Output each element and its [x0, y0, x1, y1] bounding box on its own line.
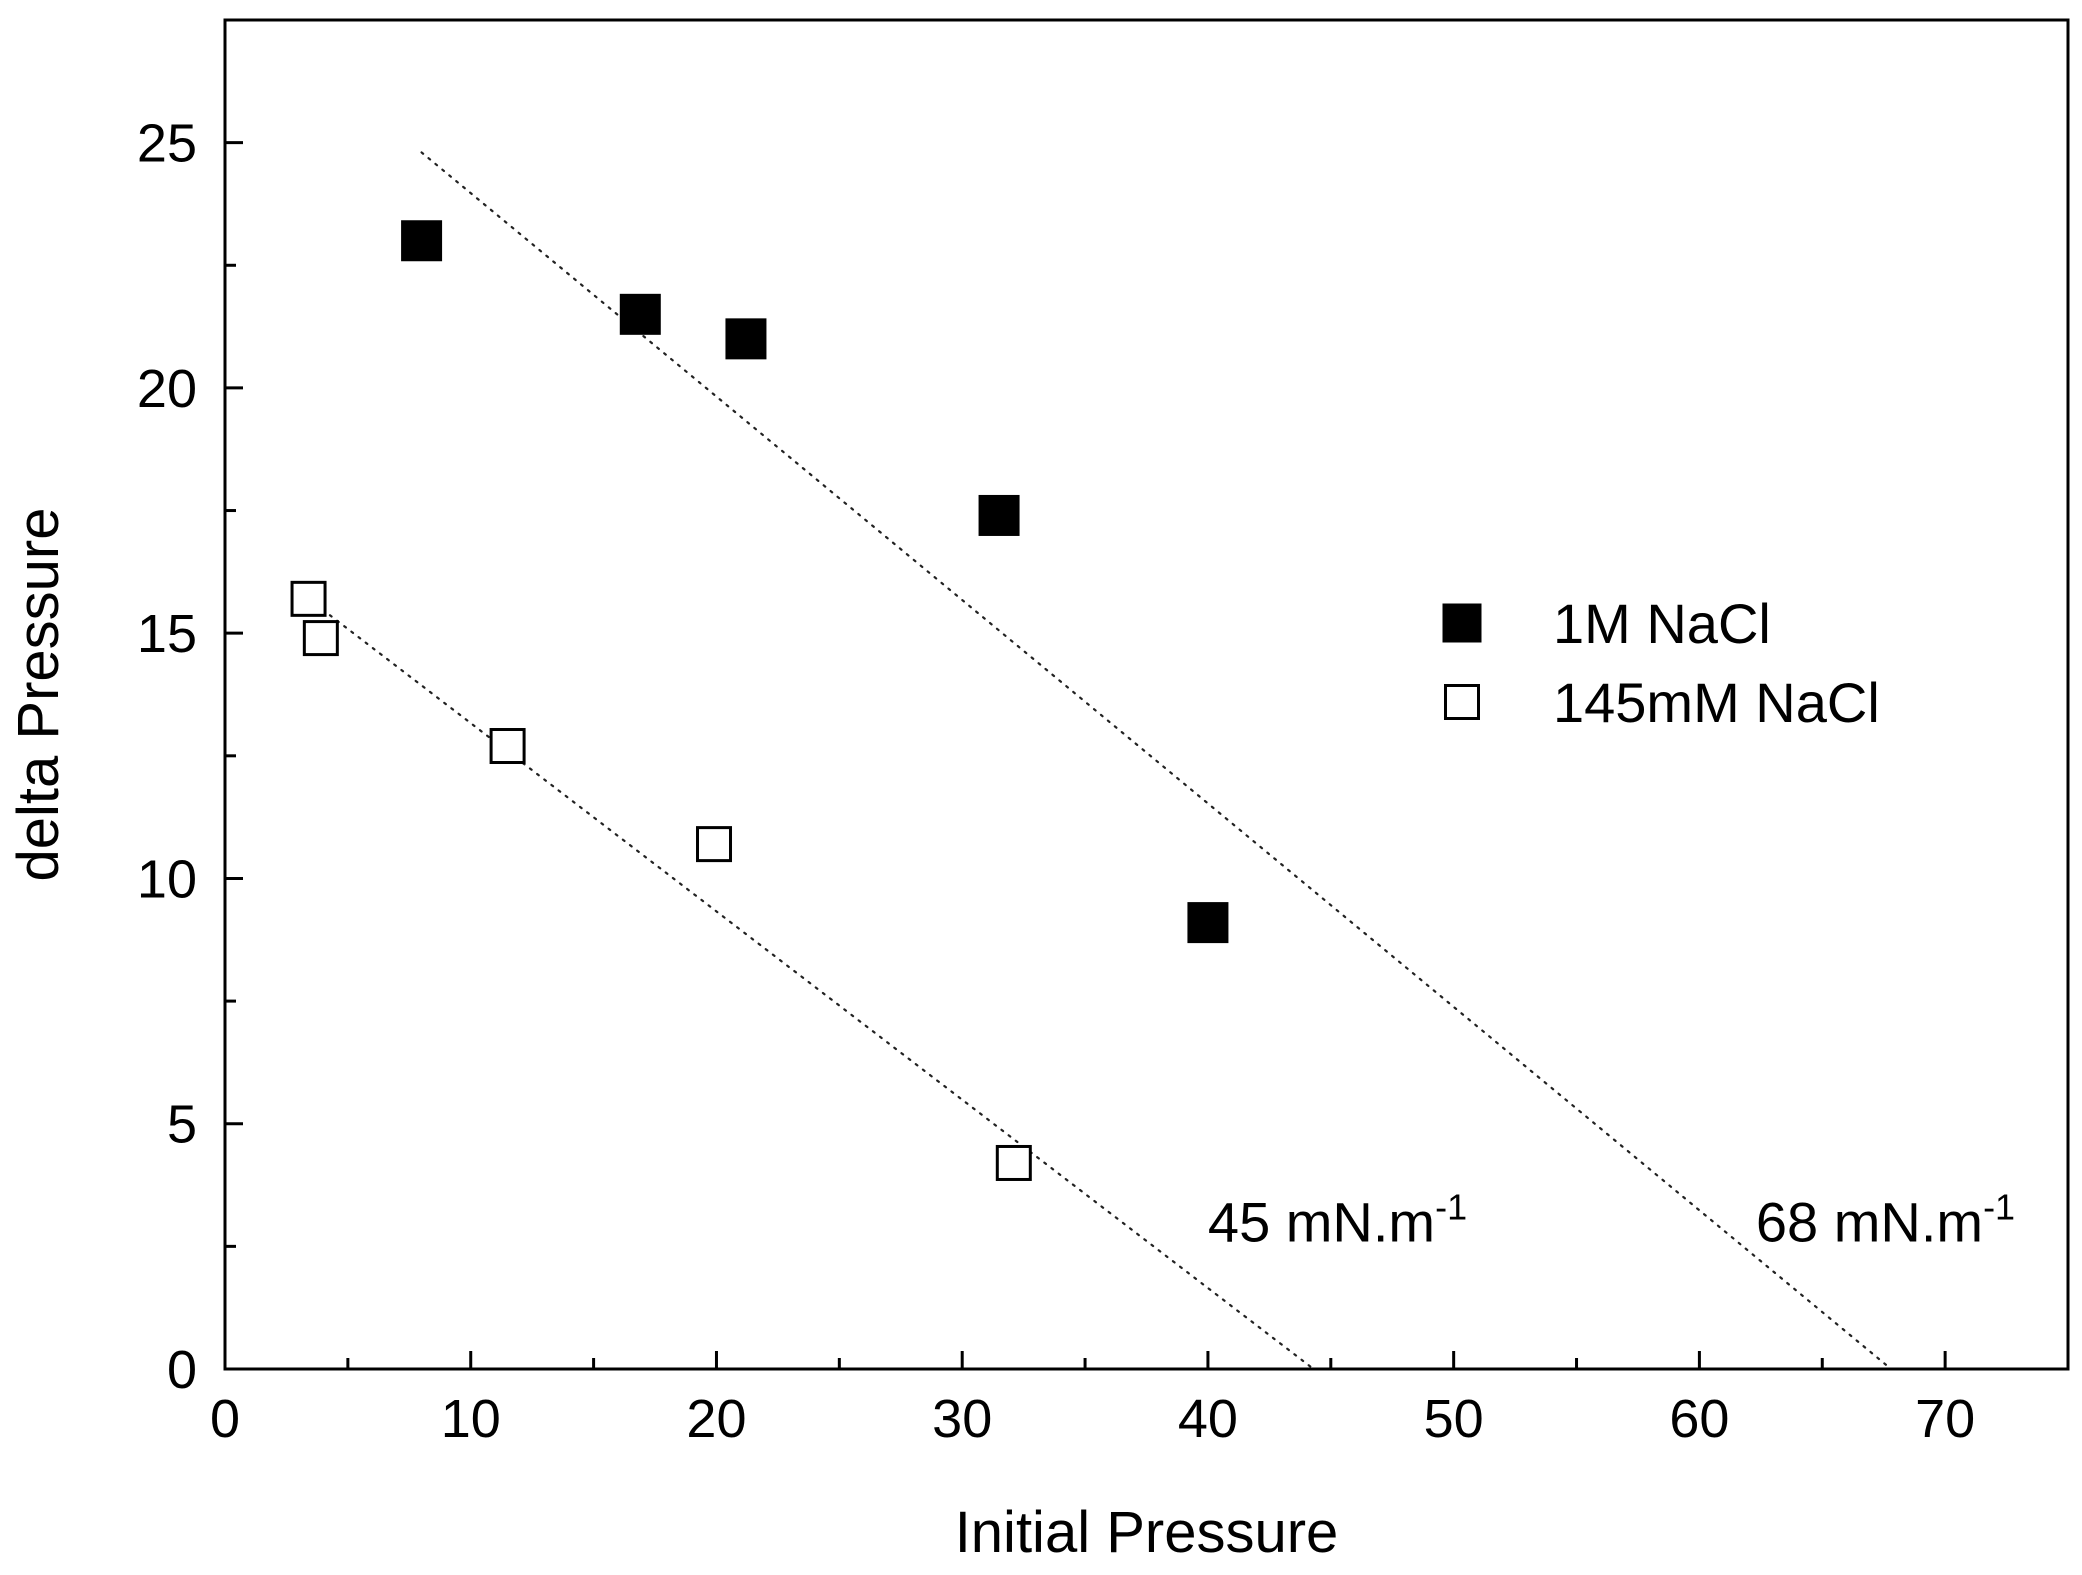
annotation-0: 45 mN.m-1 [1208, 1186, 1467, 1253]
fit-line-145mm-nacl-fit [307, 597, 1315, 1371]
legend-label-145mm-nacl: 145mM NaCl [1553, 671, 1880, 734]
point-145mm-nacl-4 [995, 1144, 1032, 1181]
x-axis-title: Initial Pressure [955, 1500, 1339, 1565]
y-tick-label-0: 0 [167, 1340, 197, 1400]
fit-line-1m-nacl-fit [420, 151, 1893, 1371]
legend-marker-1m-nacl [1442, 603, 1482, 643]
x-tick-label-40: 40 [1178, 1389, 1238, 1449]
plot-frame [223, 18, 2070, 1371]
y-tick-label-20: 20 [137, 359, 197, 419]
annotation-1: 68 mN.m-1 [1756, 1186, 2015, 1253]
x-tick-label-10: 10 [441, 1389, 501, 1449]
y-tick-label-5: 5 [167, 1095, 197, 1155]
point-145mm-nacl-3 [696, 826, 733, 863]
point-1m-nacl-4 [1187, 902, 1229, 944]
y-tick-label-10: 10 [137, 849, 197, 909]
fit-lines [307, 151, 1893, 1371]
y-axis-title: delta Pressure [6, 508, 71, 882]
x-tick-label-60: 60 [1669, 1389, 1729, 1449]
point-1m-nacl-0 [401, 220, 443, 262]
annotations: 45 mN.m-1 68 mN.m-1 [1208, 1186, 2015, 1253]
point-1m-nacl-2 [725, 318, 767, 360]
x-tick-label-70: 70 [1915, 1389, 1975, 1449]
point-145mm-nacl-0 [290, 580, 327, 617]
point-1m-nacl-3 [978, 494, 1020, 536]
x-tick-label-50: 50 [1424, 1389, 1484, 1449]
legend-marker-145mm-nacl [1444, 684, 1480, 720]
point-145mm-nacl-2 [489, 728, 526, 765]
point-145mm-nacl-1 [302, 620, 339, 657]
legend-label-1m-nacl: 1M NaCl [1553, 592, 1771, 655]
y-tick-label-25: 25 [137, 114, 197, 174]
x-tick-label-0: 0 [210, 1389, 240, 1449]
legend: 1M NaCl 145mM NaCl [1442, 592, 1880, 734]
axis-ticks: 0 10 20 30 40 50 60 70 0 5 10 15 20 25 [137, 114, 1975, 1449]
x-tick-label-20: 20 [686, 1389, 746, 1449]
y-tick-label-15: 15 [137, 604, 197, 664]
x-tick-label-30: 30 [932, 1389, 992, 1449]
data-points [290, 220, 1229, 1181]
point-1m-nacl-1 [619, 293, 661, 335]
